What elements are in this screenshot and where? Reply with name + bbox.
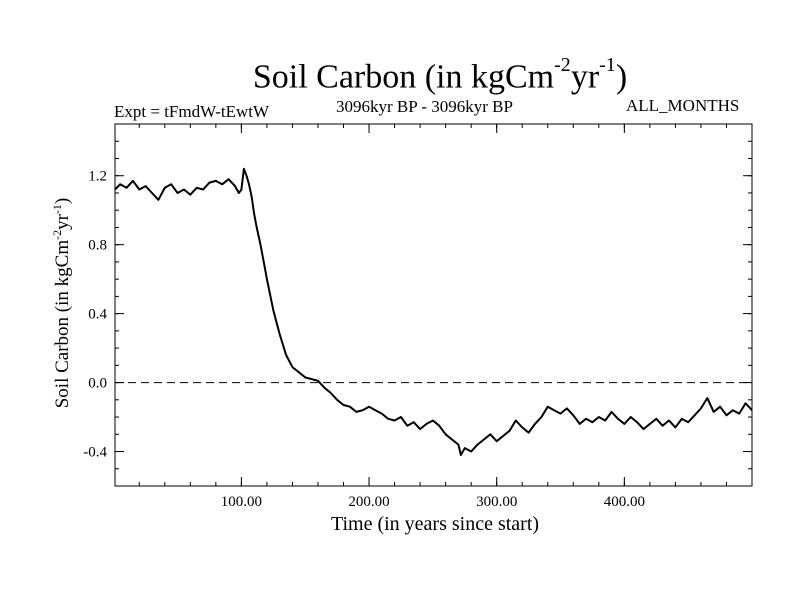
x-tick-label: 400.00 (604, 494, 645, 510)
series-line-soil-carbon (114, 167, 753, 456)
period-label: 3096kyr BP - 3096kyr BP (336, 97, 513, 116)
x-tick-labels: 100.00 200.00 300.00 400.00 (221, 494, 645, 510)
x-axis-label: Time (in years since start) (331, 513, 539, 535)
title-exponent-2: -1 (599, 54, 616, 76)
title-exponent-1: -2 (554, 54, 571, 76)
y-tick-label: 0.8 (88, 238, 107, 254)
y-label-text: Soil Carbon (in kgCm (52, 240, 73, 409)
y-tick-label: -0.4 (83, 445, 107, 461)
chart-title: Soil Carbon (in kgCm-2yr-1) (0, 54, 800, 96)
y-tick-label: 0.0 (88, 376, 107, 392)
y-label-exp-1: -2 (50, 230, 64, 240)
title-text-3: ) (615, 58, 628, 96)
y-label-text-3: ) (52, 198, 73, 204)
y-axis-label: Soil Carbon (in kgCm-2yr-1) (50, 198, 73, 409)
plot-frame (114, 123, 753, 487)
y-tick-labels: -0.4 0.0 0.4 0.8 1.2 (83, 169, 107, 461)
x-tick-label: 300.00 (476, 494, 517, 510)
x-tick-label: 100.00 (221, 494, 262, 510)
y-label-exp-2: -1 (50, 204, 64, 214)
experiment-label: Expt = tFmdW-tEwtW (114, 102, 270, 121)
major-ticks (115, 124, 752, 486)
title-text-2: yr (570, 58, 600, 96)
months-label: ALL_MONTHS (626, 96, 740, 115)
y-label-text-2: yr (52, 213, 73, 230)
y-tick-label: 0.4 (88, 307, 107, 323)
title-text: Soil Carbon (in kgCm (252, 58, 555, 96)
minor-ticks (115, 123, 752, 486)
x-tick-label: 200.00 (348, 494, 389, 510)
y-tick-label: 1.2 (88, 169, 107, 185)
